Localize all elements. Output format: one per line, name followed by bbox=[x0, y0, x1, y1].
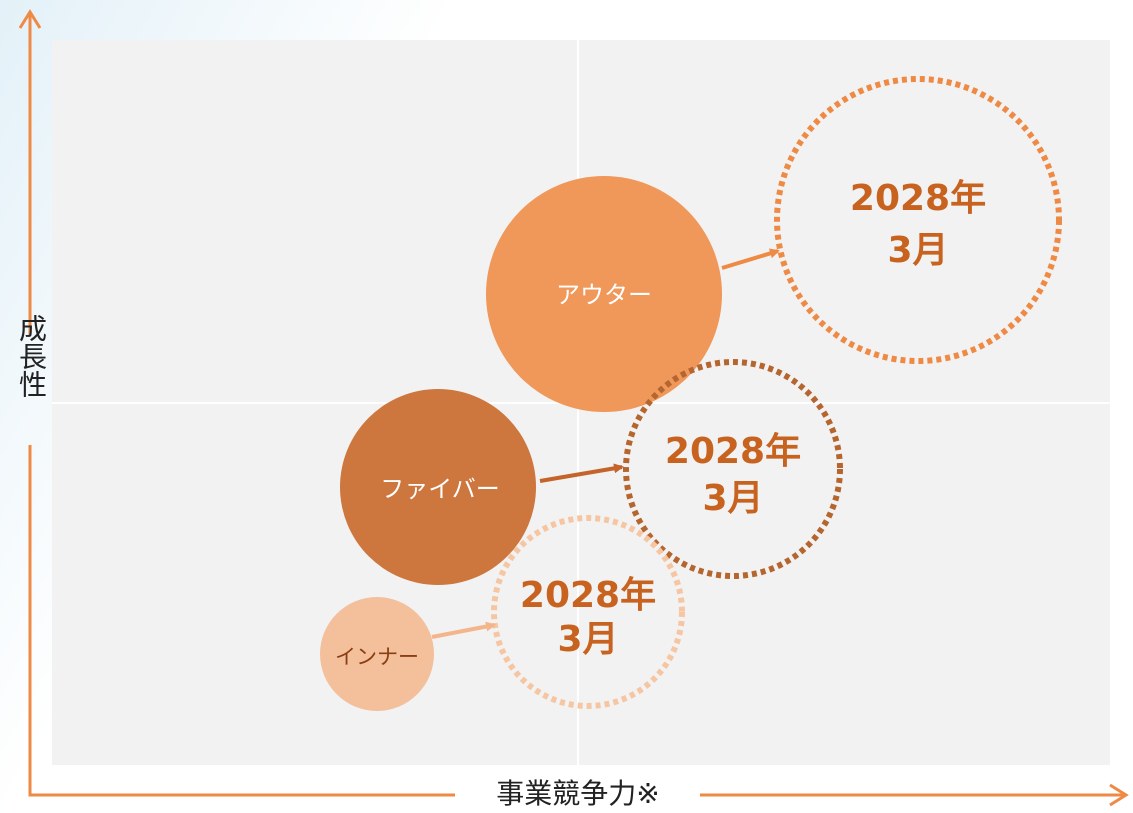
y-arrow bbox=[18, 9, 42, 29]
target-label: 2028年 bbox=[850, 178, 986, 219]
bubble-label: アウター bbox=[556, 281, 652, 309]
axes bbox=[18, 9, 1129, 807]
target-circle bbox=[623, 359, 843, 579]
bubble bbox=[320, 597, 434, 711]
bubble-label: ファイバー bbox=[380, 475, 500, 503]
target-circle bbox=[774, 76, 1062, 364]
target-label: 2028年 bbox=[665, 431, 801, 472]
y-axis-label: 成長性 bbox=[15, 314, 48, 398]
target-label: 2028年 bbox=[520, 575, 656, 616]
arrow bbox=[431, 621, 496, 639]
target-label: 3月 bbox=[702, 478, 763, 519]
arrow bbox=[539, 463, 624, 483]
x-arrow bbox=[1109, 783, 1129, 807]
target-label: 3月 bbox=[557, 619, 618, 660]
target-label: 3月 bbox=[887, 230, 948, 271]
x-axis bbox=[28, 445, 455, 797]
arrow bbox=[721, 248, 780, 270]
bubble bbox=[486, 176, 722, 412]
bubble bbox=[340, 389, 536, 585]
target-circle bbox=[491, 515, 685, 709]
bubble-label: インナー bbox=[335, 645, 419, 669]
x-axis-label: 事業競争力※ bbox=[496, 777, 659, 810]
